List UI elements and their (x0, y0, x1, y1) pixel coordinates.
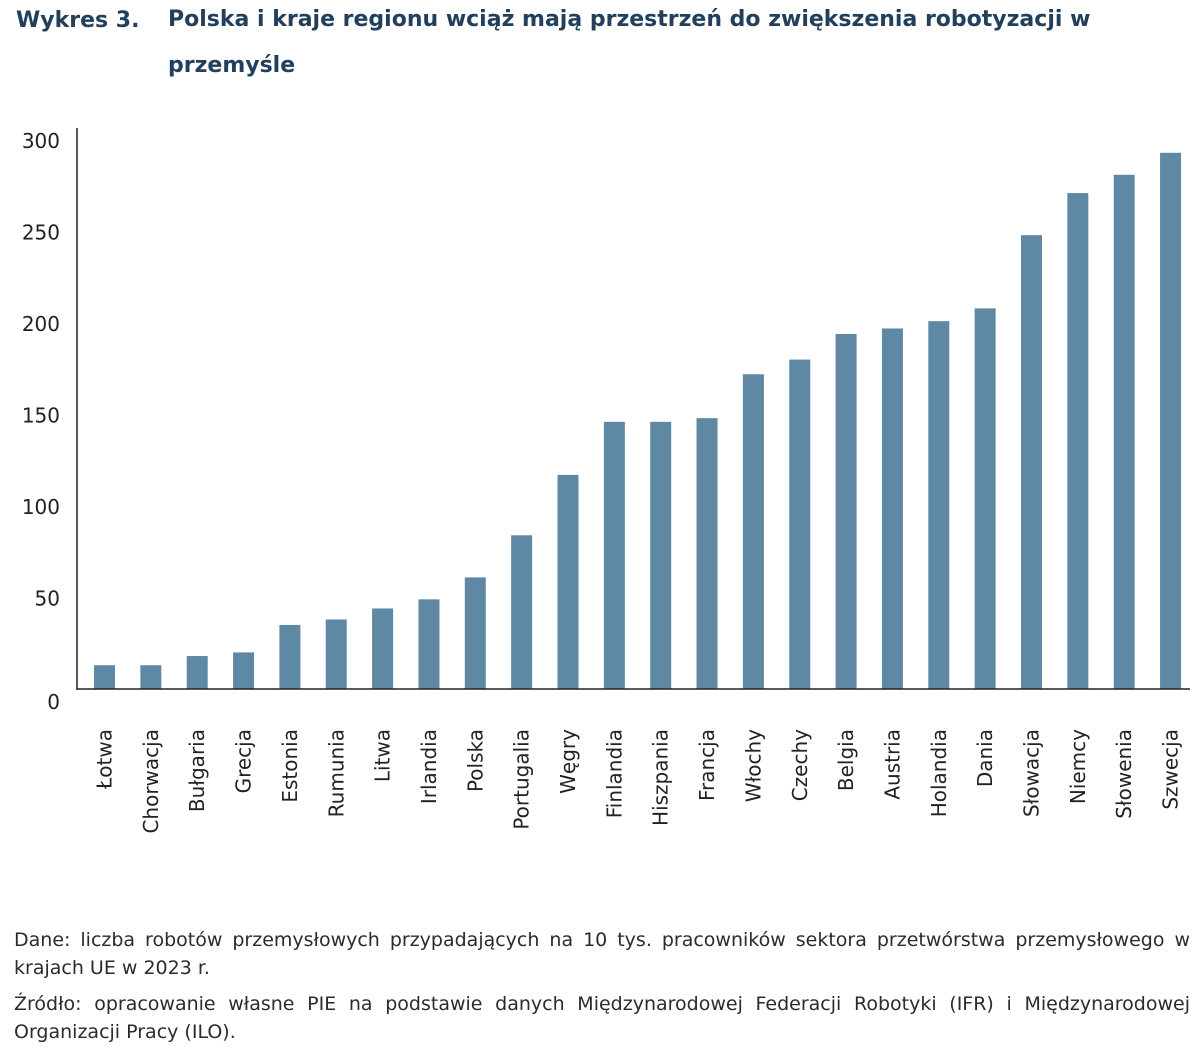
bar-rumunia (325, 619, 347, 689)
bar-szwecja (1160, 152, 1182, 689)
y-tick-label: 100 (22, 495, 60, 519)
x-tick-label: Irlandia (417, 729, 441, 804)
x-tick-label: Estonia (278, 729, 302, 803)
x-tick-label: Łotwa (93, 729, 117, 790)
x-tick-label: Holandia (927, 729, 951, 817)
x-tick-label: Grecja (232, 729, 256, 793)
y-tick-label: 300 (22, 129, 60, 153)
x-tick-label: Hiszpania (649, 729, 673, 826)
x-tick-label: Bułgaria (185, 729, 209, 812)
figure-number: Wykres 3. (16, 8, 140, 33)
bar-portugalia (511, 535, 533, 689)
data-note: Dane: liczba robotów przemysłowych przyp… (14, 929, 1190, 979)
y-tick-label: 0 (47, 690, 60, 714)
bar-finlandia (603, 421, 625, 689)
x-tick-label: Czechy (788, 729, 812, 801)
source-note: Źródło: opracowanie własne PIE na podsta… (14, 993, 1190, 1043)
bar-słowacja (1021, 235, 1042, 689)
x-tick-label: Niemcy (1066, 729, 1090, 804)
chart-notes: Dane: liczba robotów przemysłowych przyp… (14, 926, 1190, 1054)
bar-hiszpania (650, 421, 672, 689)
x-tick-label: Szwecja (1159, 729, 1183, 810)
x-tick-label: Litwa (371, 729, 395, 782)
x-tick-label: Rumunia (324, 729, 348, 817)
x-tick-label: Polska (463, 729, 487, 792)
x-tick-label: Słowenia (1112, 729, 1136, 819)
x-tick-label: Słowacja (1020, 729, 1044, 817)
x-tick-label: Chorwacja (139, 729, 163, 834)
x-tick-label: Finlandia (602, 729, 626, 818)
bar-łotwa (94, 665, 115, 689)
x-tick-label: Dania (973, 729, 997, 787)
bar-polska (464, 577, 486, 689)
bar-francja (696, 418, 718, 689)
x-tick-label: Portugalia (510, 729, 534, 830)
x-tick-label: Belgia (834, 729, 858, 791)
bar-dania (974, 308, 996, 689)
bar-włochy (742, 374, 764, 689)
bar-chart: 0 50 100 150 200 250 300 Łotwa Chorwacja Bułgaria… (22, 128, 1190, 834)
y-tick-label: 250 (22, 221, 60, 245)
bar-estonia (279, 624, 301, 689)
bar-litwa (372, 608, 394, 689)
chart-title: Polska i kraje regionu wciąż mają przest… (168, 7, 1091, 78)
y-tick-label: 150 (22, 404, 60, 428)
bar-czechy (789, 359, 811, 689)
bar-grecja (233, 652, 255, 689)
bar-belgia (835, 333, 857, 689)
bar-austria (881, 328, 903, 689)
bar-chorwacja (140, 665, 162, 689)
bar-holandia (928, 321, 950, 689)
y-tick-label: 50 (35, 587, 60, 611)
x-tick-label: Francja (695, 729, 719, 801)
x-tick-label: Austria (880, 729, 904, 800)
bar-irlandia (418, 599, 440, 689)
bar-bułgaria (186, 656, 208, 689)
y-tick-label: 200 (22, 312, 60, 336)
x-tick-label: Włochy (741, 729, 765, 802)
bar-słowenia (1113, 174, 1135, 689)
bar-węgry (557, 474, 579, 689)
x-tick-label: Węgry (556, 729, 580, 794)
bar-niemcy (1067, 193, 1089, 689)
